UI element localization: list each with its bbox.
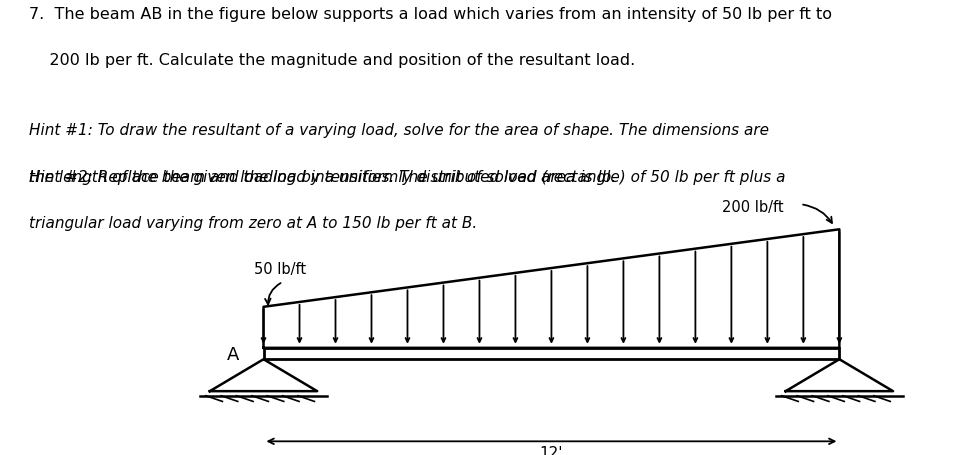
Text: 200 lb/ft: 200 lb/ft [722, 200, 784, 214]
Text: triangular load varying from zero at A to 150 lb per ft at B.: triangular load varying from zero at A t… [29, 215, 477, 230]
Text: the length of the beam and the load intensities. The unit of solved area is lb.: the length of the beam and the load inte… [29, 169, 617, 184]
Text: 200 lb per ft. Calculate the magnitude and position of the resultant load.: 200 lb per ft. Calculate the magnitude a… [29, 53, 635, 68]
Bar [264, 348, 839, 359]
Text: 12': 12' [540, 445, 563, 455]
Text: A: A [226, 345, 239, 363]
Text: Hint #1: To draw the resultant of a varying load, solve for the area of shape. T: Hint #1: To draw the resultant of a vary… [29, 123, 769, 138]
Text: 50 lb/ft: 50 lb/ft [254, 261, 305, 276]
Text: 7.  The beam AB in the figure below supports a load which varies from an intensi: 7. The beam AB in the figure below suppo… [29, 7, 833, 22]
Text: Hint #2: Replace the given loading by a uniformly distributed load (rectangle) o: Hint #2: Replace the given loading by a … [29, 169, 786, 184]
